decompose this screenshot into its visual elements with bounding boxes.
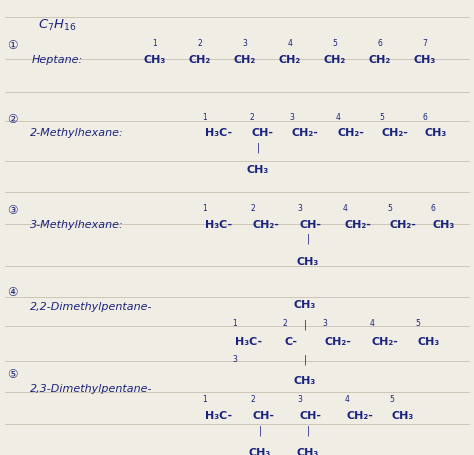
Text: |: | [258,424,262,435]
Text: 2: 2 [251,394,255,403]
Text: CH₃: CH₃ [294,299,316,309]
Text: 4: 4 [345,394,349,403]
Text: 2: 2 [251,203,255,212]
Text: CH₂-: CH₂- [372,337,399,347]
Text: 6: 6 [378,39,383,48]
Text: 6: 6 [430,203,436,212]
Text: 4: 4 [288,39,292,48]
Text: 3: 3 [298,203,302,212]
Text: 1: 1 [202,112,207,121]
Text: 2: 2 [198,39,202,48]
Text: CH₃: CH₃ [294,375,316,385]
Text: CH₂-: CH₂- [347,410,374,420]
Text: CH-: CH- [300,410,322,420]
Text: CH-: CH- [300,219,322,229]
Text: CH₂-: CH₂- [345,219,372,229]
Text: CH₃: CH₃ [144,55,166,65]
Text: CH₂-: CH₂- [253,219,280,229]
Text: CH₂-: CH₂- [325,337,352,347]
Text: ⑤: ⑤ [7,367,17,380]
Text: H₃C-: H₃C- [205,128,232,138]
Text: |: | [303,354,307,364]
Text: CH₃: CH₃ [297,447,319,455]
Text: CH₃: CH₃ [433,219,455,229]
Text: $C_7H_{16}$: $C_7H_{16}$ [38,18,77,33]
Text: 4: 4 [370,318,374,327]
Text: 1: 1 [202,203,207,212]
Text: ②: ② [7,112,17,125]
Text: CH₃: CH₃ [418,337,440,347]
Text: 4: 4 [343,203,347,212]
Text: H₃C-: H₃C- [205,410,232,420]
Text: 5: 5 [380,112,384,121]
Text: |: | [306,233,310,244]
Text: H₃C-: H₃C- [235,337,262,347]
Text: CH-: CH- [252,128,274,138]
Text: H₃C-: H₃C- [205,219,232,229]
Text: CH₂: CH₂ [279,55,301,65]
Text: CH₂-: CH₂- [390,219,417,229]
Text: 2: 2 [283,318,287,327]
Text: ①: ① [7,39,17,52]
Text: 1: 1 [202,394,207,403]
Text: ③: ③ [7,203,17,216]
Text: 2,3-Dimethylpentane-: 2,3-Dimethylpentane- [30,383,153,393]
Text: CH₂: CH₂ [189,55,211,65]
Text: 4: 4 [336,112,340,121]
Text: 3: 3 [290,112,294,121]
Text: 5: 5 [333,39,337,48]
Text: 2,2-Dimethylpentane-: 2,2-Dimethylpentane- [30,301,153,311]
Text: CH₂-: CH₂- [382,128,409,138]
Text: CH₂: CH₂ [234,55,256,65]
Text: |: | [256,142,260,153]
Text: CH₂: CH₂ [324,55,346,65]
Text: 7: 7 [422,39,428,48]
Text: 3-Methylhexane:: 3-Methylhexane: [30,219,124,229]
Text: CH₃: CH₃ [247,165,269,175]
Text: CH-: CH- [253,410,275,420]
Text: 1: 1 [233,318,237,327]
Text: CH₃: CH₃ [425,128,447,138]
Text: ④: ④ [7,285,17,298]
Text: CH₃: CH₃ [249,447,271,455]
Text: 3: 3 [323,318,328,327]
Text: |: | [306,424,310,435]
Text: |: | [303,319,307,329]
Text: CH₃: CH₃ [414,55,436,65]
Text: 2-Methylhexane:: 2-Methylhexane: [30,128,124,138]
Text: CH₂-: CH₂- [338,128,365,138]
Text: C-: C- [285,337,298,347]
Text: CH₃: CH₃ [392,410,414,420]
Text: CH₃: CH₃ [297,256,319,266]
Text: 2: 2 [250,112,255,121]
Text: 3: 3 [233,354,237,364]
Text: 5: 5 [388,203,392,212]
Text: 3: 3 [243,39,247,48]
Text: 5: 5 [390,394,394,403]
Text: CH₂-: CH₂- [292,128,319,138]
Text: 1: 1 [153,39,157,48]
Text: Heptane:: Heptane: [32,55,83,65]
Text: 5: 5 [416,318,420,327]
Text: CH₂: CH₂ [369,55,391,65]
Text: 3: 3 [298,394,302,403]
Text: 6: 6 [422,112,428,121]
